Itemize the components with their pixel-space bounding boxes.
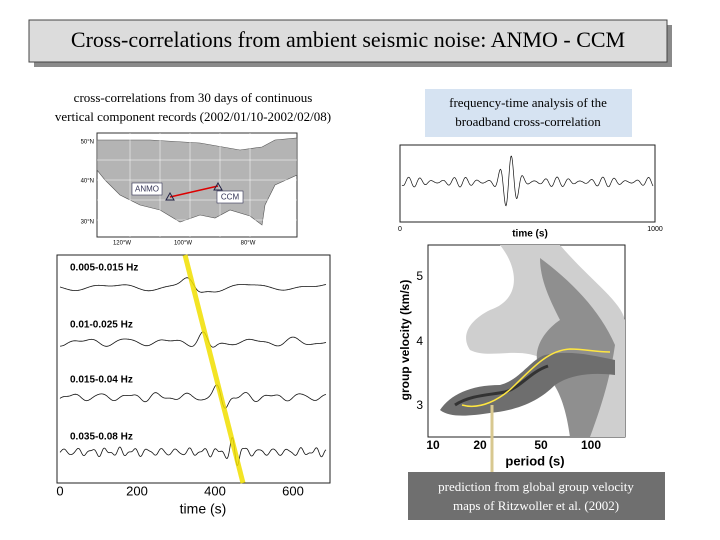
band-label: 0.005-0.015 Hz xyxy=(70,263,138,274)
caption-line: broadband cross-correlation xyxy=(455,114,601,129)
station-label-box xyxy=(216,190,244,204)
panel-frame xyxy=(399,144,656,223)
y-axis-label: group velocity (km/s) xyxy=(398,280,412,401)
seismogram: 0 1000 time (s) xyxy=(398,144,663,240)
seismogram-trace xyxy=(401,155,654,207)
y-tick-label: 4 xyxy=(416,334,423,348)
x-tick-label: 1000 xyxy=(647,226,663,233)
title: Cross-correlations from ambient seismic … xyxy=(71,27,625,52)
lon-label: 80°W xyxy=(241,241,256,247)
x-tick-label: 400 xyxy=(204,483,226,498)
lat-label: 30°N xyxy=(81,220,94,226)
x-tick-label: 10 xyxy=(426,438,440,452)
station-marker xyxy=(213,181,223,191)
x-tick-label: 200 xyxy=(126,483,148,498)
band-label: 0.01-0.025 Hz xyxy=(70,320,133,331)
station-marker xyxy=(165,191,175,201)
x-axis-label: time (s) xyxy=(180,501,227,517)
waveform-panel: 0.005-0.015 Hz 0.01-0.025 Hz 0.015-0.04 … xyxy=(56,254,331,517)
prediction-curve xyxy=(461,348,611,407)
ftan-ridge xyxy=(440,352,615,416)
waveform xyxy=(60,331,327,348)
station-label: ANMO xyxy=(135,185,159,194)
x-tick-label: 0 xyxy=(56,483,63,498)
x-axis-label: time (s) xyxy=(512,229,548,240)
title-box xyxy=(28,19,668,63)
caption-line: prediction from global group velocity xyxy=(438,479,634,494)
x-tick-label: 20 xyxy=(473,438,487,452)
lat-label: 50°N xyxy=(81,140,94,146)
x-tick-label: 0 xyxy=(398,226,402,233)
caption-box xyxy=(408,472,665,520)
lat-label: 40°N xyxy=(81,179,94,185)
ftan-contour xyxy=(536,258,615,437)
caption-line: cross-correlations from 30 days of conti… xyxy=(74,90,313,105)
caption-line: frequency-time analysis of the xyxy=(449,95,607,110)
x-tick-label: 100 xyxy=(581,438,601,452)
ftan-ridge-core xyxy=(454,364,549,407)
lon-label: 100°W xyxy=(174,241,192,247)
band-label: 0.015-0.04 Hz xyxy=(70,375,133,386)
lon-label: 120°W xyxy=(113,241,131,247)
y-tick-label: 3 xyxy=(416,398,423,412)
moveout-line xyxy=(182,254,246,484)
caption-line: maps of Ritzwoller et al. (2002) xyxy=(453,498,619,513)
caption-line: vertical component records (2002/01/10-2… xyxy=(55,109,331,124)
y-tick-label: 5 xyxy=(416,269,423,283)
band-label: 0.035-0.08 Hz xyxy=(70,432,133,443)
station-label: CCM xyxy=(221,193,240,202)
waveform xyxy=(59,437,327,467)
x-tick-label: 600 xyxy=(282,483,304,498)
x-tick-label: 50 xyxy=(534,438,548,452)
x-axis-label: period (s) xyxy=(505,453,564,468)
map: ANMO CCM 50°N 40°N 30°N 120°W 100°W 80°W xyxy=(81,132,298,247)
caption-box xyxy=(425,89,632,137)
ftan-plot: 5 4 3 group velocity (km/s) 10 20 50 100… xyxy=(398,244,626,472)
path-line xyxy=(169,185,219,198)
station-label-box xyxy=(131,182,163,196)
waveform xyxy=(59,384,326,409)
